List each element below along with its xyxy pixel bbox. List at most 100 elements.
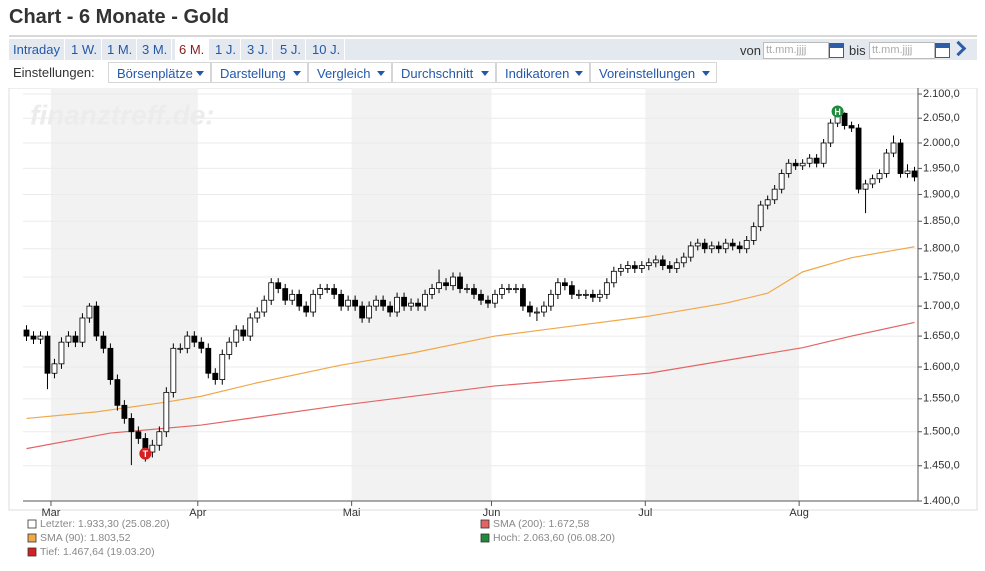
range-tab[interactable]: 1 W. xyxy=(67,39,103,60)
candle-body xyxy=(904,170,911,174)
settings-label: Einstellungen: xyxy=(13,65,95,80)
candle-body xyxy=(596,293,603,298)
x-tick-label: Mai xyxy=(343,507,361,519)
range-tab[interactable]: 3 M. xyxy=(138,39,173,60)
candle-body xyxy=(464,288,470,290)
candle-body xyxy=(687,245,694,258)
candle-body xyxy=(534,311,540,314)
candle-body xyxy=(527,305,533,313)
candle-body xyxy=(219,354,226,380)
candle-body xyxy=(359,305,366,319)
month-band xyxy=(645,88,800,501)
candle-body xyxy=(30,335,37,340)
settings-dropdown[interactable]: Durchschnitt xyxy=(392,62,496,83)
candle-body xyxy=(806,157,813,164)
candle-body xyxy=(624,265,631,269)
candle-body xyxy=(436,282,442,289)
divider xyxy=(9,35,977,37)
candle-body xyxy=(736,245,743,250)
candle-body xyxy=(757,204,764,228)
y-tick-label: 1.400,0 xyxy=(923,495,960,507)
y-tick-label: 1.750,0 xyxy=(923,271,960,283)
settings-dropdown[interactable]: Vergleich xyxy=(308,62,392,83)
candle-body xyxy=(373,299,380,307)
candle-body xyxy=(645,262,652,267)
candle-body xyxy=(506,288,512,290)
legend-label: Letzter: 1.933,30 (25.08.20) xyxy=(40,518,170,530)
candle-body xyxy=(764,199,771,206)
range-tab[interactable]: 1 M. xyxy=(103,39,138,60)
settings-dropdown[interactable]: Indikatoren xyxy=(496,62,590,83)
from-input[interactable]: tt.mm.jjjj xyxy=(763,42,829,59)
from-label: von xyxy=(740,43,761,58)
to-input[interactable]: tt.mm.jjjj xyxy=(869,42,935,59)
candle-body xyxy=(93,305,100,337)
chart: finanztreff.de: 1.400,0 1.450,0 1.500,0 1.5… xyxy=(8,88,978,558)
candle-body xyxy=(72,335,79,343)
candle-body xyxy=(401,296,407,307)
candle-body xyxy=(58,341,65,365)
y-tick-label: 1.600,0 xyxy=(923,361,960,373)
y-tick-label: 1.950,0 xyxy=(923,162,960,174)
candle-body xyxy=(23,329,30,337)
candle-body xyxy=(247,317,254,337)
candle-body xyxy=(799,162,806,167)
sma-line xyxy=(26,321,915,450)
candle-body xyxy=(408,302,414,307)
candle-body xyxy=(820,142,827,164)
legend-label: SMA (90): 1.803,52 xyxy=(40,532,131,544)
candle-body xyxy=(177,347,184,350)
candle-body xyxy=(652,259,659,264)
candle-body xyxy=(701,242,708,250)
candle-body xyxy=(191,335,198,343)
range-tab[interactable]: 1 J. xyxy=(211,39,241,60)
candle-body xyxy=(380,299,386,307)
x-tick-label: Jun xyxy=(483,507,501,519)
candle-body xyxy=(673,262,680,269)
candle-body xyxy=(792,162,799,167)
candle-body xyxy=(450,276,456,287)
month-band xyxy=(351,88,492,501)
range-tab[interactable]: Intraday xyxy=(9,39,65,60)
candle-body xyxy=(170,347,177,393)
candle-body xyxy=(205,347,212,374)
candle-body xyxy=(240,329,247,337)
range-tab[interactable]: 6 M. xyxy=(175,39,210,60)
range-tab[interactable]: 5 J. xyxy=(276,39,306,60)
candle-body xyxy=(422,293,428,307)
candle-body xyxy=(324,288,331,290)
y-tick-label: 1.700,0 xyxy=(923,300,960,312)
legend-swatch xyxy=(480,533,490,543)
range-tab[interactable]: 3 J. xyxy=(243,39,273,60)
candle-body xyxy=(268,282,275,301)
candle-body xyxy=(429,288,435,295)
candle-body xyxy=(156,431,163,446)
y-tick-label: 2.000,0 xyxy=(923,137,960,149)
candle-body xyxy=(883,152,890,174)
candle-body xyxy=(897,142,904,174)
candle-body xyxy=(862,183,869,190)
y-tick-label: 1.550,0 xyxy=(923,393,960,405)
legend-swatch xyxy=(27,519,37,529)
legend-label: SMA (200): 1.672,58 xyxy=(493,518,589,530)
candle-body xyxy=(366,305,373,319)
x-tick-label: Mar xyxy=(41,507,60,519)
candle-body xyxy=(771,188,778,201)
candle-body xyxy=(86,305,93,319)
legend-label: Tief: 1.467,64 (19.03.20) xyxy=(40,546,155,558)
extreme-marker xyxy=(831,105,844,118)
legend-swatch xyxy=(27,547,37,557)
candle-body xyxy=(785,162,792,174)
legend-swatch xyxy=(480,519,490,529)
candle-body xyxy=(659,259,666,267)
month-band xyxy=(50,88,198,501)
calendar-icon[interactable] xyxy=(829,43,844,58)
candle-body xyxy=(631,265,638,269)
calendar-icon[interactable] xyxy=(935,43,950,58)
settings-dropdown[interactable]: Darstellung xyxy=(211,62,308,83)
candle-body xyxy=(331,288,338,295)
settings-dropdown[interactable]: Voreinstellungen xyxy=(590,62,717,83)
candle-body xyxy=(261,299,268,313)
settings-dropdown[interactable]: Börsenplätze xyxy=(108,62,211,83)
range-tab[interactable]: 10 J. xyxy=(308,39,346,60)
